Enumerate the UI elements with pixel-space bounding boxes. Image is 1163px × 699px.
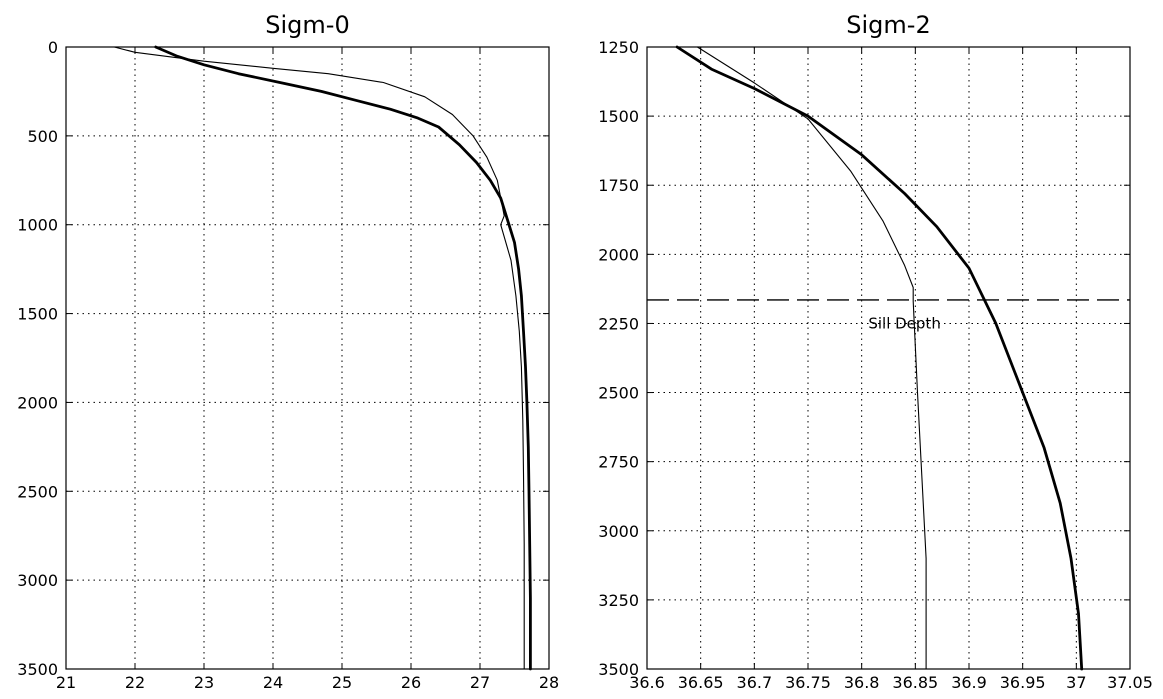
y-tick-label: 2000 bbox=[598, 245, 639, 264]
x-tick-label: 36.95 bbox=[1000, 673, 1046, 692]
y-tick-label: 1250 bbox=[598, 38, 639, 57]
y-tick-label: 3250 bbox=[598, 591, 639, 610]
y-tick-label: 2500 bbox=[17, 482, 58, 501]
y-tick-label: 2500 bbox=[598, 384, 639, 403]
thin-profile-line bbox=[113, 46, 525, 670]
y-tick-label: 500 bbox=[27, 127, 58, 146]
plot-frame bbox=[65, 46, 550, 670]
y-tick-label: 1750 bbox=[598, 176, 639, 195]
y-tick-label: 3500 bbox=[17, 660, 58, 679]
chart-title: Sigm-2 bbox=[846, 11, 930, 39]
y-tick-label: 3000 bbox=[598, 522, 639, 541]
y-tick-label: 0 bbox=[48, 38, 58, 57]
y-tick-label: 2750 bbox=[598, 453, 639, 472]
x-tick-label: 36.6 bbox=[629, 673, 665, 692]
x-tick-label: 27 bbox=[470, 673, 490, 692]
x-tick-label: 36.65 bbox=[678, 673, 724, 692]
x-tick-label: 36.75 bbox=[785, 673, 831, 692]
y-tick-label: 2000 bbox=[17, 393, 58, 412]
x-tick-label: 23 bbox=[194, 673, 214, 692]
y-tick-label: 2250 bbox=[598, 314, 639, 333]
x-tick-label: 26 bbox=[401, 673, 421, 692]
chart-panel-sigm-0: 21 22 23 24 25 26 27 28 0 500 1000 1500 2000 2500 3000… bbox=[17, 11, 559, 692]
x-tick-label: 37.05 bbox=[1107, 673, 1153, 692]
y-tick-label: 1000 bbox=[17, 216, 58, 235]
x-tick-label: 28 bbox=[539, 673, 559, 692]
x-tick-label: 36.8 bbox=[844, 673, 880, 692]
x-tick-label: 36.7 bbox=[737, 673, 773, 692]
x-tick-label: 21 bbox=[56, 673, 76, 692]
thick-profile-line bbox=[154, 45, 532, 671]
x-tick-label: 36.9 bbox=[951, 673, 987, 692]
x-tick-label: 22 bbox=[125, 673, 145, 692]
thin-profile-line bbox=[696, 46, 927, 670]
x-tick-label: 25 bbox=[332, 673, 352, 692]
x-tick-label: 24 bbox=[263, 673, 283, 692]
plot-frame bbox=[646, 46, 1131, 670]
chart-title: Sigm-0 bbox=[265, 11, 349, 39]
y-tick-label: 1500 bbox=[598, 107, 639, 126]
y-tick-label: 3500 bbox=[598, 660, 639, 679]
y-tick-label: 1500 bbox=[17, 305, 58, 324]
y-tick-label: 3000 bbox=[17, 571, 58, 590]
x-tick-label: 36.85 bbox=[892, 673, 938, 692]
sill-depth-label: Sill Depth bbox=[868, 314, 940, 332]
chart-panel-sigm-2: 36.6 36.65 36.7 36.75 36.8 36.85 36.9 36.95 37 37… bbox=[598, 11, 1153, 692]
x-tick-label: 37 bbox=[1066, 673, 1086, 692]
thick-profile-line bbox=[675, 45, 1084, 671]
